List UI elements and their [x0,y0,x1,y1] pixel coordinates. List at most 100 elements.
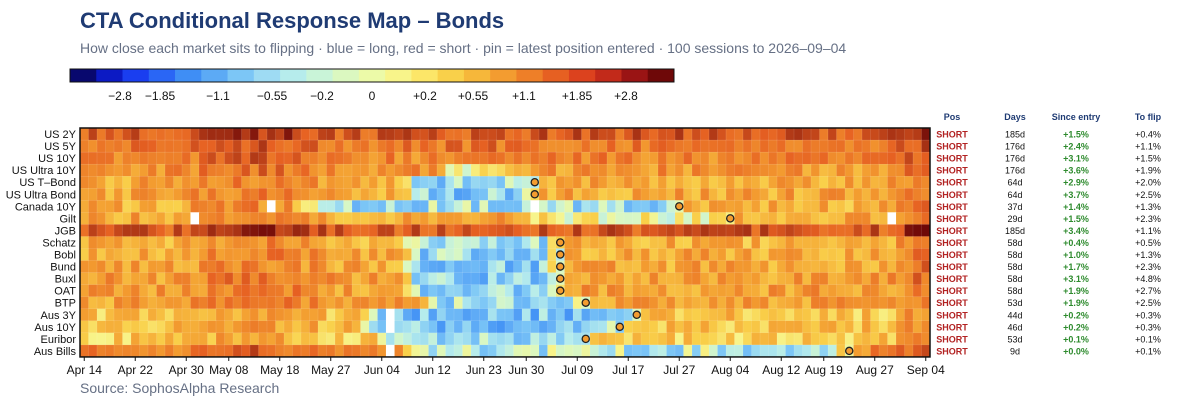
to-flip-cell: +2.3% [1135,262,1161,272]
heatmap-cell [266,163,277,177]
heatmap-cell [377,151,387,165]
heatmap-cell [878,248,889,262]
heatmap-cell [904,272,914,286]
heatmap-cell [275,151,285,165]
heatmap-cell [122,139,132,153]
since-entry-cell: +1.0% [1063,250,1089,260]
heatmap-cell [887,308,897,322]
heatmap-cell [912,212,923,225]
heatmap-cell [198,272,209,286]
heatmap-cell [538,296,549,310]
heatmap-cell [224,260,234,274]
heatmap-cell [785,224,795,237]
heatmap-cell [649,224,659,237]
heatmap-cell [317,296,328,310]
heatmap-cell [785,296,795,310]
heatmap-cell [360,224,370,237]
legend-tick-label: 0 [369,89,376,103]
heatmap-cell [232,332,243,346]
heatmap-cell [241,332,251,346]
heatmap-cell [742,175,753,189]
heatmap-cell [487,139,498,153]
heatmap-cell [904,320,914,334]
heatmap-cell [300,200,311,213]
heatmap-cell [360,308,370,322]
heatmap-cell [360,151,370,165]
heatmap-cell [326,332,336,346]
heatmap-cell [632,163,642,177]
heatmap-cell [810,296,821,310]
heatmap-cell [385,308,396,322]
heatmap-cell [79,236,90,249]
heatmap-cell [810,236,821,249]
to-flip-cell: +0.1% [1135,334,1161,344]
heatmap-cell [105,308,115,322]
days-cell: 29d [1007,214,1022,224]
heatmap-cell [734,224,744,237]
heatmap-cell [275,163,285,177]
heatmap-cell [547,272,557,286]
heatmap-cell [572,236,583,249]
heatmap-cell [130,236,141,249]
days-cell: 176d [1005,166,1025,176]
heatmap-cell [734,248,744,262]
heatmap-cell [479,151,489,165]
heatmap-cell [181,344,192,358]
heatmap-cell [487,224,498,237]
heatmap-cell [793,188,804,201]
heatmap-cell [878,296,889,310]
heatmap-cell [521,260,532,274]
heatmap-cell [428,344,438,358]
heatmap-cell [870,296,880,310]
position-cell: SHORT [936,154,968,164]
heatmap-cell [895,236,906,249]
heatmap-cell [96,127,107,141]
heatmap-cell [632,175,642,189]
heatmap-cell [317,332,328,346]
heatmap-cell [657,127,668,141]
heatmap-cell [504,320,515,334]
heatmap-cell [79,260,90,274]
position-cell: SHORT [936,262,968,272]
heatmap-cell [283,332,294,346]
heatmap-cell [275,344,285,358]
heatmap-cell [215,200,226,213]
legend-tick-label: −1.1 [206,89,230,103]
heatmap-cell [139,236,149,249]
heatmap-cell [870,248,880,262]
heatmap-cell [190,127,200,141]
heatmap-cell [224,308,234,322]
heatmap-cell [402,308,413,322]
heatmap-cell [810,260,821,274]
heatmap-cell [683,272,693,286]
heatmap-cell [921,188,931,201]
heatmap-cell [895,151,906,165]
heatmap-cell [759,163,770,177]
heatmap-cell [258,151,268,165]
heatmap-cell [776,188,787,201]
heatmap-cell [649,236,659,249]
heatmap-cell [589,236,600,249]
heatmap-cell [776,212,787,225]
heatmap-cell [224,188,234,201]
heatmap-cell [547,224,557,237]
heatmap-cell [504,127,515,141]
heatmap-cell [487,260,498,274]
heatmap-cell [836,151,846,165]
heatmap-cell [232,272,243,286]
heatmap-cell [853,163,863,177]
heatmap-cell [326,175,336,189]
heatmap-cell [411,188,421,201]
heatmap-cell [436,151,447,165]
heatmap-cell [904,308,914,322]
heatmap-cell [173,212,183,225]
heatmap-cell [351,296,362,310]
to-flip-cell: +0.3% [1135,322,1161,332]
heatmap-cell [623,139,634,153]
heatmap-cell [589,224,600,237]
heatmap-cell [351,224,362,237]
heatmap-cell [173,127,183,141]
heatmap-cell [513,200,523,213]
heatmap-cell [105,296,115,310]
heatmap-cell [105,139,115,153]
